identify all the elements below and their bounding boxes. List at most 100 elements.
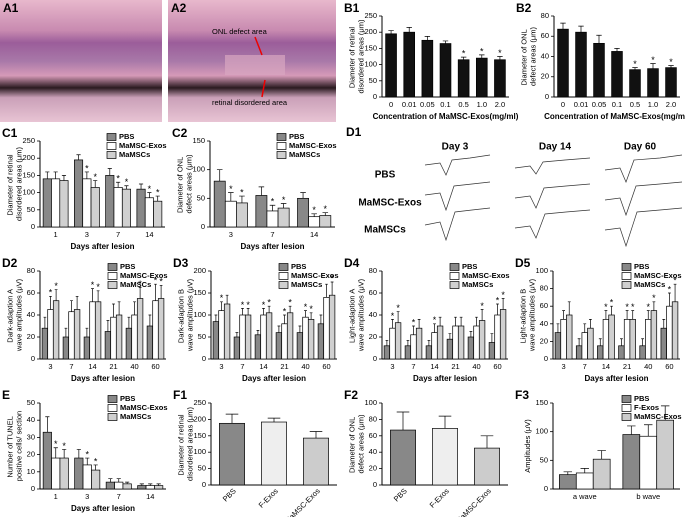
y-tick-label: 0: [373, 354, 377, 363]
y-tick-label: 0: [201, 222, 205, 231]
bar: [303, 437, 329, 486]
bar: [432, 428, 458, 486]
bar: [452, 325, 459, 360]
y-tick-label: 100: [22, 188, 35, 197]
error-bar: [604, 310, 608, 320]
y-tick-label: 100: [535, 427, 548, 436]
y-tick-label: 100: [535, 266, 548, 275]
bar: [286, 312, 294, 360]
x-tick-label: 14: [430, 362, 438, 371]
panel-label: F3: [515, 388, 529, 402]
legend-label: PBS: [291, 262, 306, 271]
x-tick-label: 1: [54, 492, 58, 501]
legend-swatch: [621, 263, 632, 271]
error-bar: [562, 310, 565, 320]
y-tick-label: 50: [198, 332, 206, 341]
significance-star: *: [646, 302, 650, 312]
legend-swatch: [106, 133, 117, 141]
legend-swatch: [107, 281, 118, 289]
error-bar: [560, 22, 566, 30]
error-bar: [256, 330, 260, 335]
error-bar: [116, 181, 121, 188]
x-tick-label: 7: [270, 230, 274, 239]
bar: [389, 327, 396, 360]
bar: [436, 325, 444, 360]
bar: [122, 483, 132, 490]
error-bar: [597, 450, 606, 460]
x-tick-label: 2.0: [495, 100, 505, 109]
error-bar: [53, 171, 58, 179]
legend-label: F-Exos: [634, 403, 659, 412]
panel-label: A2: [171, 1, 187, 15]
y-tick-label: 150: [22, 170, 35, 179]
bar: [213, 180, 226, 228]
panel-label: D2: [2, 256, 18, 270]
significance-star: *: [159, 277, 163, 287]
x-tick-label: 7: [240, 362, 244, 371]
bar: [52, 300, 60, 360]
error-bar: [588, 319, 592, 329]
x-tick-label: 7: [117, 492, 121, 501]
x-tick-label: PBS: [221, 486, 238, 503]
error-bar: [412, 325, 415, 335]
y-tick-label: 200: [193, 414, 206, 423]
y-tick-label: 150: [193, 431, 206, 440]
significance-star: *: [633, 59, 637, 69]
error-bar: [239, 195, 245, 203]
y-axis-label: Dark-adaption A wave amplitudes (μV): [5, 278, 23, 352]
x-tick-label: 14: [88, 362, 96, 371]
x-tick-label: 3: [561, 362, 565, 371]
error-bar: [138, 183, 144, 190]
x-tick-label: 1.0: [477, 100, 487, 109]
legend-swatch: [621, 272, 632, 280]
y-tick-label: 250: [193, 398, 206, 407]
bar: [622, 434, 641, 490]
error-bar: [76, 449, 81, 459]
error-bar: [454, 316, 457, 326]
bar: [385, 33, 397, 98]
x-tick-label: 0.01: [574, 100, 589, 109]
panel-label: E: [2, 388, 10, 402]
bar: [494, 59, 506, 98]
error-bar: [298, 325, 302, 333]
trace: [514, 183, 591, 209]
significance-star: *: [480, 46, 484, 56]
x-tick-label: 3: [48, 362, 52, 371]
bar: [611, 51, 623, 98]
trace: [424, 181, 491, 212]
y-tick-label: 50: [27, 205, 35, 214]
bar: [42, 431, 52, 490]
bar: [494, 314, 501, 360]
y-tick-label: 40: [540, 319, 548, 328]
significance-star: *: [283, 306, 287, 316]
legend-swatch: [107, 404, 118, 412]
error-bar: [155, 195, 160, 202]
significance-star: *: [125, 177, 129, 187]
error-bar: [116, 478, 121, 483]
bar: [307, 319, 315, 360]
bar: [110, 316, 117, 360]
bar: [91, 469, 101, 490]
error-bar: [107, 168, 112, 176]
bar: [74, 457, 84, 490]
significance-star: *: [94, 456, 98, 466]
error-bar: [660, 405, 670, 421]
error-bar: [567, 301, 571, 315]
x-tick-label: MaMSC-Exos: [454, 486, 493, 517]
y-tick-label: 0: [31, 222, 35, 231]
y-tick-label: 80: [27, 266, 35, 275]
significance-star: *: [240, 187, 244, 197]
bar: [47, 309, 54, 360]
error-bar: [406, 26, 412, 33]
error-bar: [138, 287, 142, 299]
error-bar: [325, 283, 328, 298]
error-bar: [309, 312, 313, 320]
error-bar: [117, 301, 121, 315]
error-bar: [156, 483, 161, 486]
significance-star: *: [610, 298, 614, 308]
bar: [90, 187, 100, 228]
error-bar: [424, 36, 431, 41]
error-bar: [610, 305, 613, 315]
error-bar: [479, 54, 485, 59]
